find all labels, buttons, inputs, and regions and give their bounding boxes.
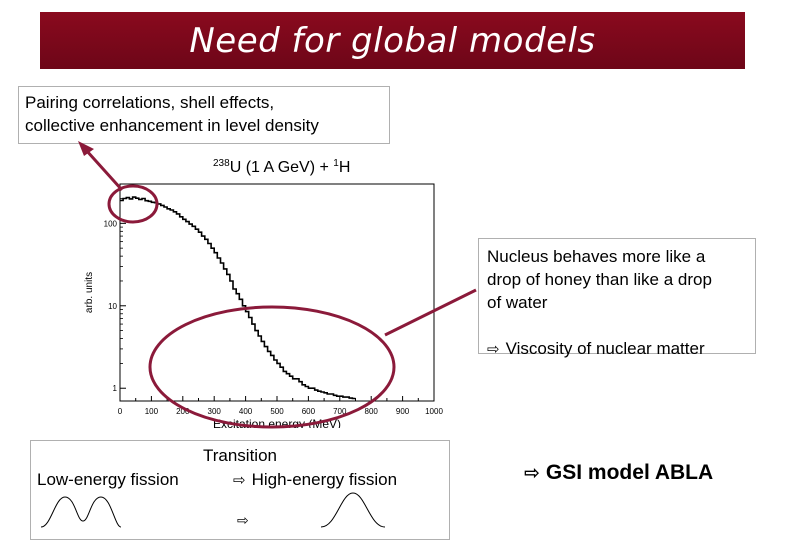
pairing-line-2: collective enhancement in level density	[25, 116, 319, 135]
pairing-line-1: Pairing correlations, shell effects,	[25, 93, 275, 112]
arrow-right-icon: ⇨	[524, 462, 540, 484]
x-tick-label: 600	[302, 407, 316, 416]
x-tick-label: 1000	[425, 407, 443, 416]
y-tick-label: 10	[108, 302, 117, 311]
viscosity-text-box: Nucleus behaves more like a drop of hone…	[478, 238, 756, 358]
low-energy-label: Low-energy fission	[37, 470, 179, 489]
x-tick-label: 500	[270, 407, 284, 416]
viscosity-line-1: Nucleus behaves more like a	[487, 247, 706, 266]
viscosity-line-3: of water	[487, 293, 548, 312]
x-tick-label: 800	[365, 407, 379, 416]
fission-shape-curves	[40, 492, 386, 528]
gsi-model-label-group: ⇨ GSI model ABLA	[524, 461, 713, 485]
y-axis-label: arb. units	[84, 272, 95, 313]
x-tick-label: 100	[145, 407, 159, 416]
x-tick-label: 0	[118, 407, 123, 416]
arrow-right-icon: ⇨	[233, 471, 246, 489]
y-tick-label: 100	[104, 219, 118, 228]
double-hump-curve	[40, 496, 122, 528]
transition-box: Transition Low-energy fission ⇨ High-ener…	[30, 440, 450, 540]
x-tick-label: 400	[239, 407, 253, 416]
single-hump-curve	[320, 492, 386, 528]
high-energy-label-group: ⇨ High-energy fission	[233, 470, 397, 490]
viscosity-line-2: drop of honey than like a drop	[487, 270, 712, 289]
arrow-right-icon: ⇨	[487, 340, 500, 358]
x-tick-label: 700	[333, 407, 347, 416]
plot-frame	[119, 183, 435, 402]
gsi-model-label: GSI model ABLA	[545, 461, 714, 484]
viscosity-label: Viscosity of nuclear matter	[505, 339, 705, 358]
x-tick-label: 200	[176, 407, 190, 416]
x-axis-label: Excitation energy (MeV)	[213, 417, 341, 428]
data-series-line	[120, 196, 356, 400]
high-energy-label: High-energy fission	[251, 470, 398, 489]
title-bar: Need for global models	[40, 12, 745, 69]
y-tick-label: 1	[113, 384, 118, 393]
chart-title: 238U (1 A GeV) + 1H	[213, 158, 350, 176]
x-tick-label: 300	[208, 407, 222, 416]
slide-title: Need for global models	[189, 20, 596, 61]
transition-title: Transition	[202, 446, 277, 465]
x-tick-label: 900	[396, 407, 410, 416]
pairing-text-box: Pairing correlations, shell effects, col…	[18, 86, 390, 144]
viscosity-line-4: ⇨ Viscosity of nuclear matter	[487, 337, 755, 361]
arrow-right-icon: ⇨	[237, 513, 249, 529]
excitation-energy-chart: 238U (1 A GeV) + 1H 0 100 200 300 400 500 600 70…	[84, 158, 443, 428]
